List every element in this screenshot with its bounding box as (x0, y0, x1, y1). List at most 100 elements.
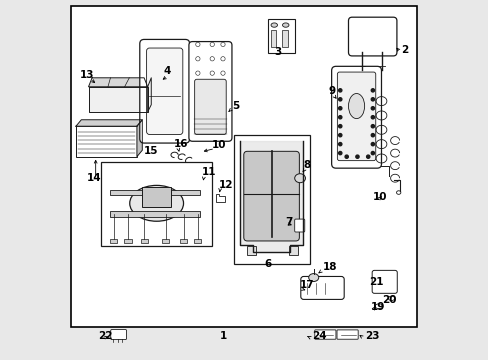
Circle shape (221, 42, 224, 46)
Circle shape (195, 42, 200, 46)
Ellipse shape (129, 185, 183, 221)
Polygon shape (137, 120, 142, 157)
Circle shape (355, 155, 358, 158)
Text: 24: 24 (311, 330, 326, 341)
FancyBboxPatch shape (294, 219, 304, 232)
FancyBboxPatch shape (244, 151, 299, 241)
Text: 3: 3 (273, 47, 281, 57)
Circle shape (338, 107, 341, 110)
FancyBboxPatch shape (371, 270, 396, 293)
Text: 18: 18 (322, 262, 337, 273)
Polygon shape (215, 194, 224, 202)
Text: 13: 13 (80, 70, 94, 80)
Text: 15: 15 (143, 146, 158, 156)
Circle shape (366, 155, 369, 158)
Text: 21: 21 (368, 277, 383, 287)
Text: 8: 8 (303, 160, 309, 170)
Bar (70, 6, 416, 327)
Circle shape (338, 143, 341, 146)
FancyBboxPatch shape (146, 48, 183, 134)
Bar (162, 239, 169, 243)
Bar (124, 239, 131, 243)
Ellipse shape (387, 296, 394, 301)
Text: 20: 20 (382, 294, 396, 305)
Circle shape (370, 125, 374, 128)
Ellipse shape (374, 304, 382, 309)
Text: 6: 6 (264, 259, 271, 269)
Circle shape (210, 71, 214, 75)
Bar (101, 162, 212, 246)
Ellipse shape (282, 23, 288, 27)
Bar (142, 187, 171, 207)
Circle shape (338, 125, 341, 128)
Bar (180, 239, 187, 243)
Circle shape (210, 57, 214, 61)
Bar (247, 246, 256, 255)
Circle shape (221, 57, 224, 61)
Text: 10: 10 (211, 140, 225, 150)
Circle shape (195, 71, 200, 75)
Text: 19: 19 (370, 302, 385, 312)
Circle shape (195, 57, 200, 61)
FancyBboxPatch shape (331, 66, 381, 168)
Bar (140, 239, 147, 243)
Ellipse shape (396, 191, 400, 194)
Bar (270, 30, 276, 47)
Ellipse shape (348, 94, 364, 118)
Circle shape (210, 42, 214, 46)
Text: 1: 1 (219, 331, 226, 341)
Bar (110, 239, 117, 243)
FancyBboxPatch shape (140, 40, 189, 143)
Circle shape (338, 152, 341, 155)
Bar (110, 190, 199, 195)
Bar (110, 211, 199, 217)
Text: 11: 11 (202, 167, 216, 177)
Polygon shape (147, 78, 151, 112)
Bar (288, 246, 297, 255)
FancyBboxPatch shape (336, 330, 357, 339)
Text: 22: 22 (98, 330, 112, 341)
Bar (194, 239, 201, 243)
Polygon shape (88, 78, 147, 87)
Bar (234, 135, 309, 264)
FancyBboxPatch shape (194, 79, 226, 134)
Circle shape (338, 134, 341, 137)
Text: 12: 12 (218, 180, 232, 190)
Circle shape (370, 116, 374, 119)
Text: 17: 17 (300, 280, 314, 290)
FancyBboxPatch shape (188, 41, 231, 141)
Circle shape (338, 116, 341, 119)
FancyBboxPatch shape (314, 330, 335, 339)
Circle shape (338, 98, 341, 101)
Text: 5: 5 (231, 101, 239, 111)
Circle shape (345, 155, 347, 158)
FancyBboxPatch shape (337, 72, 375, 161)
Bar (282, 30, 287, 47)
Bar (267, 19, 294, 53)
Text: 2: 2 (401, 45, 408, 55)
Circle shape (370, 134, 374, 137)
Circle shape (370, 89, 374, 92)
Circle shape (370, 98, 374, 101)
Text: 7: 7 (285, 217, 292, 227)
FancyBboxPatch shape (110, 329, 126, 339)
Polygon shape (88, 87, 147, 112)
Circle shape (370, 152, 374, 155)
Text: 9: 9 (328, 86, 335, 96)
Text: 10: 10 (372, 192, 386, 202)
Polygon shape (76, 120, 142, 126)
FancyBboxPatch shape (300, 276, 344, 300)
Text: 4: 4 (163, 66, 171, 76)
Ellipse shape (308, 274, 318, 282)
Text: 23: 23 (364, 330, 378, 341)
Ellipse shape (270, 23, 277, 27)
Polygon shape (240, 140, 303, 252)
Polygon shape (199, 171, 207, 180)
Text: 14: 14 (86, 173, 101, 183)
Text: 16: 16 (173, 139, 187, 149)
Ellipse shape (294, 174, 305, 183)
Circle shape (370, 107, 374, 110)
Circle shape (221, 71, 224, 75)
Bar (76, 126, 137, 157)
Circle shape (370, 143, 374, 146)
